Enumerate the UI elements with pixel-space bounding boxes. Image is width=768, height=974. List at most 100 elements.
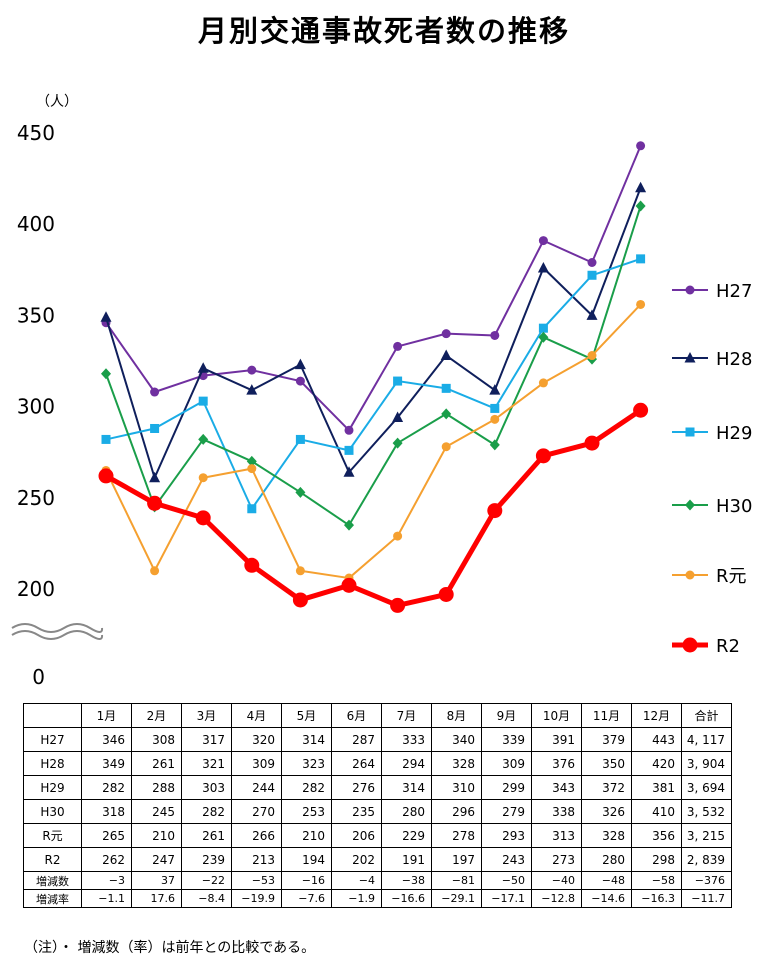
data-point bbox=[393, 376, 403, 386]
table-month-header: 11月 bbox=[581, 703, 632, 728]
data-point bbox=[392, 411, 404, 423]
data-point bbox=[441, 383, 451, 393]
data-point bbox=[292, 592, 308, 608]
legend-label: H29 bbox=[716, 423, 752, 444]
data-point bbox=[586, 309, 598, 320]
table-cell: 379 bbox=[581, 727, 632, 752]
table-cell: 280 bbox=[581, 847, 632, 872]
table-cell: 320 bbox=[231, 727, 282, 752]
data-point bbox=[685, 570, 695, 580]
table-cell: 17.6 bbox=[131, 889, 182, 908]
table-row: 増減数 −3 37 −22 −53 −16 −4 −38 −81 −50 −40 −48 −58 −376 bbox=[23, 871, 732, 890]
table-cell: 278 bbox=[431, 823, 482, 848]
table-row-label: H30 bbox=[23, 799, 82, 824]
table-body: H27 346 308 317 320 314 287 333 340 339 391 379 443 4… bbox=[23, 727, 732, 908]
data-point bbox=[101, 434, 111, 444]
data-point bbox=[295, 486, 306, 498]
table-month-header: 12月 bbox=[631, 703, 682, 728]
table-cell: 37 bbox=[131, 871, 182, 890]
table-cell: 391 bbox=[531, 727, 582, 752]
series-line-H27 bbox=[105, 145, 642, 432]
data-point bbox=[636, 141, 646, 151]
data-point bbox=[635, 181, 647, 193]
table-cell: 282 bbox=[281, 775, 332, 800]
data-point bbox=[344, 519, 354, 531]
table-row: R2 262 247 239 213 194 202 191 197 243 273 280 298 2,… bbox=[23, 847, 732, 872]
data-point bbox=[487, 503, 503, 519]
table-cell: 262 bbox=[81, 847, 132, 872]
series-line-R2 bbox=[104, 408, 642, 608]
table-cell: −16.6 bbox=[381, 889, 432, 908]
y-tick-label: 200 bbox=[17, 577, 55, 601]
table-row: H27 346 308 317 320 314 287 333 340 339 391 379 443 4… bbox=[23, 727, 732, 752]
data-point bbox=[198, 433, 209, 445]
footnote: （注）・ 増減数（率）は前年との比較である。 bbox=[24, 940, 316, 956]
table-cell: 210 bbox=[131, 823, 182, 848]
table-cell: 333 bbox=[381, 727, 432, 752]
table-cell: 3, 694 bbox=[681, 775, 732, 800]
table-cell: 309 bbox=[231, 751, 282, 776]
table-header-row: 1月 2月 3月 4月 5月 6月 7月 8月 9月 10月 11月 12月 合計 bbox=[23, 703, 732, 728]
table-cell: −17.1 bbox=[481, 889, 532, 908]
table-cell: −16.3 bbox=[631, 889, 682, 908]
table-cell: 202 bbox=[331, 847, 382, 872]
data-point bbox=[441, 442, 451, 452]
table-month-header: 10月 bbox=[531, 703, 582, 728]
table-cell: 3, 904 bbox=[681, 751, 732, 776]
table-cell: 340 bbox=[431, 727, 482, 752]
data-point bbox=[636, 254, 646, 264]
data-point bbox=[538, 323, 548, 333]
data-point bbox=[150, 423, 160, 433]
data-point bbox=[587, 351, 597, 361]
table-cell: 279 bbox=[481, 799, 532, 824]
data-point bbox=[244, 557, 260, 573]
data-point bbox=[538, 331, 549, 343]
table-cell: 253 bbox=[281, 799, 332, 824]
table-month-header: 7月 bbox=[381, 703, 432, 728]
table-cell: 323 bbox=[281, 751, 332, 776]
data-point bbox=[198, 473, 208, 483]
table-cell: 328 bbox=[431, 751, 482, 776]
legend-label: R2 bbox=[716, 636, 740, 657]
table-cell: 287 bbox=[331, 727, 382, 752]
y-tick-label: 350 bbox=[17, 303, 55, 327]
data-point bbox=[246, 455, 257, 467]
table-cell: 299 bbox=[481, 775, 532, 800]
data-point bbox=[587, 270, 597, 280]
table-cell: 197 bbox=[431, 847, 482, 872]
table-cell: 309 bbox=[481, 751, 532, 776]
data-point bbox=[538, 378, 548, 388]
table-month-header: 8月 bbox=[431, 703, 482, 728]
table-cell: 261 bbox=[181, 823, 232, 848]
data-point bbox=[489, 439, 500, 451]
data-point bbox=[393, 531, 403, 541]
table-cell: 244 bbox=[231, 775, 282, 800]
series-line-R元 bbox=[105, 303, 642, 580]
table-row-label: 増減数 bbox=[23, 871, 82, 890]
data-point bbox=[685, 499, 695, 511]
table-cell: 282 bbox=[81, 775, 132, 800]
table-row: H29 282 288 303 244 282 276 314 310 299 343 372 381 3… bbox=[23, 775, 732, 800]
table-row-label: H28 bbox=[23, 751, 82, 776]
table-cell: 191 bbox=[381, 847, 432, 872]
table-cell: 339 bbox=[481, 727, 532, 752]
data-point bbox=[295, 566, 305, 576]
data-point bbox=[636, 299, 646, 309]
data-point bbox=[343, 466, 355, 477]
data-point bbox=[684, 352, 696, 363]
table-cell: 321 bbox=[181, 751, 232, 776]
data-point bbox=[537, 261, 549, 273]
data-point bbox=[441, 408, 452, 420]
table-cell: 213 bbox=[231, 847, 282, 872]
data-point bbox=[685, 427, 695, 437]
table-cell: 313 bbox=[531, 823, 582, 848]
line-chart: （人） 0 200 250 300 350 400 450 H27 H28 H29 H30 R元 R2 bbox=[11, 94, 752, 689]
table-cell: 265 bbox=[81, 823, 132, 848]
data-point bbox=[393, 341, 403, 351]
table-cell: −12.8 bbox=[531, 889, 582, 908]
table-cell: 420 bbox=[631, 751, 682, 776]
data-point bbox=[246, 384, 258, 395]
table-cell: 229 bbox=[381, 823, 432, 848]
table-cell: 356 bbox=[631, 823, 682, 848]
table-cell: 328 bbox=[581, 823, 632, 848]
